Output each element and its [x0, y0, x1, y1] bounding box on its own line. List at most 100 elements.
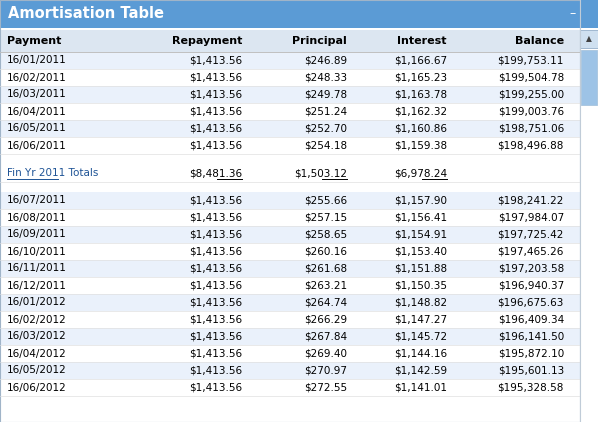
Text: Balance: Balance — [515, 36, 564, 46]
Text: $195,872.10: $195,872.10 — [498, 349, 564, 359]
Bar — [580, 0, 598, 28]
Bar — [0, 69, 580, 86]
Text: $272.55: $272.55 — [304, 382, 347, 392]
Text: 16/11/2011: 16/11/2011 — [7, 263, 67, 273]
Text: $1,413.56: $1,413.56 — [189, 56, 242, 65]
Text: $258.65: $258.65 — [304, 230, 347, 240]
Text: $1,413.56: $1,413.56 — [189, 298, 242, 308]
Text: $1,145.72: $1,145.72 — [394, 332, 447, 341]
Text: $195,328.58: $195,328.58 — [498, 382, 564, 392]
Bar — [0, 396, 580, 422]
Text: $1,413.56: $1,413.56 — [189, 314, 242, 325]
Text: $199,003.76: $199,003.76 — [498, 106, 564, 116]
Bar — [0, 226, 580, 243]
Text: 16/10/2011: 16/10/2011 — [7, 246, 67, 257]
Text: $1,144.16: $1,144.16 — [394, 349, 447, 359]
Bar — [580, 0, 598, 422]
Text: $1,413.56: $1,413.56 — [189, 263, 242, 273]
Text: 16/01/2012: 16/01/2012 — [7, 298, 67, 308]
Text: $1,142.59: $1,142.59 — [394, 365, 447, 376]
Text: $1,413.56: $1,413.56 — [189, 141, 242, 151]
Bar — [0, 164, 580, 182]
Text: –: – — [570, 8, 576, 21]
Text: $270.97: $270.97 — [304, 365, 347, 376]
Text: $196,409.34: $196,409.34 — [498, 314, 564, 325]
Text: $264.74: $264.74 — [304, 298, 347, 308]
Text: $267.84: $267.84 — [304, 332, 347, 341]
Text: 16/05/2011: 16/05/2011 — [7, 124, 67, 133]
Text: $254.18: $254.18 — [304, 141, 347, 151]
Text: $1,147.27: $1,147.27 — [394, 314, 447, 325]
Bar — [0, 0, 598, 28]
Bar — [0, 120, 580, 137]
Text: Payment: Payment — [7, 36, 62, 46]
Text: $198,241.22: $198,241.22 — [498, 195, 564, 206]
Text: $261.68: $261.68 — [304, 263, 347, 273]
Text: $1,141.01: $1,141.01 — [394, 382, 447, 392]
Text: 16/04/2012: 16/04/2012 — [7, 349, 67, 359]
Text: Principal: Principal — [292, 36, 347, 46]
Text: $248.33: $248.33 — [304, 73, 347, 82]
Text: $1,413.56: $1,413.56 — [189, 349, 242, 359]
Text: $1,413.56: $1,413.56 — [189, 246, 242, 257]
Bar — [0, 328, 580, 345]
Text: $255.66: $255.66 — [304, 195, 347, 206]
Text: 16/07/2011: 16/07/2011 — [7, 195, 67, 206]
Text: $266.29: $266.29 — [304, 314, 347, 325]
Text: $246.89: $246.89 — [304, 56, 347, 65]
Text: Interest: Interest — [398, 36, 447, 46]
Text: 16/02/2011: 16/02/2011 — [7, 73, 67, 82]
Bar — [0, 86, 580, 103]
Text: $197,203.58: $197,203.58 — [498, 263, 564, 273]
Text: $1,413.56: $1,413.56 — [189, 106, 242, 116]
Text: 16/09/2011: 16/09/2011 — [7, 230, 67, 240]
Text: $1,159.38: $1,159.38 — [394, 141, 447, 151]
Text: $6,978.24: $6,978.24 — [394, 168, 447, 178]
Bar — [0, 311, 580, 328]
Text: 16/03/2011: 16/03/2011 — [7, 89, 67, 100]
Text: $1,150.35: $1,150.35 — [394, 281, 447, 290]
Bar — [0, 294, 580, 311]
Text: $260.16: $260.16 — [304, 246, 347, 257]
Text: $1,163.78: $1,163.78 — [394, 89, 447, 100]
Text: $1,413.56: $1,413.56 — [189, 281, 242, 290]
Bar — [0, 154, 580, 164]
Text: Amortisation Table: Amortisation Table — [8, 6, 164, 22]
Text: $1,503.12: $1,503.12 — [294, 168, 347, 178]
Text: $1,151.88: $1,151.88 — [394, 263, 447, 273]
Bar — [0, 30, 580, 52]
Text: $1,413.56: $1,413.56 — [189, 213, 242, 222]
Text: 16/08/2011: 16/08/2011 — [7, 213, 67, 222]
Text: 16/05/2012: 16/05/2012 — [7, 365, 67, 376]
Text: 16/12/2011: 16/12/2011 — [7, 281, 67, 290]
Text: $195,601.13: $195,601.13 — [498, 365, 564, 376]
Bar — [0, 362, 580, 379]
Text: $1,413.56: $1,413.56 — [189, 195, 242, 206]
Text: 16/01/2011: 16/01/2011 — [7, 56, 67, 65]
Text: $1,166.67: $1,166.67 — [394, 56, 447, 65]
Bar — [0, 28, 580, 30]
Text: $196,675.63: $196,675.63 — [498, 298, 564, 308]
Bar — [0, 209, 580, 226]
Text: 16/03/2012: 16/03/2012 — [7, 332, 67, 341]
Text: $1,165.23: $1,165.23 — [394, 73, 447, 82]
Text: $1,413.56: $1,413.56 — [189, 382, 242, 392]
Text: $1,413.56: $1,413.56 — [189, 332, 242, 341]
Text: $199,753.11: $199,753.11 — [498, 56, 564, 65]
Text: $1,156.41: $1,156.41 — [394, 213, 447, 222]
Text: $197,984.07: $197,984.07 — [498, 213, 564, 222]
Bar — [0, 192, 580, 209]
Text: $1,148.82: $1,148.82 — [394, 298, 447, 308]
Bar — [0, 277, 580, 294]
Text: 16/06/2011: 16/06/2011 — [7, 141, 67, 151]
Bar — [0, 260, 580, 277]
Text: $251.24: $251.24 — [304, 106, 347, 116]
Text: $197,465.26: $197,465.26 — [498, 246, 564, 257]
Text: $252.70: $252.70 — [304, 124, 347, 133]
Bar — [0, 243, 580, 260]
Bar — [581, 50, 597, 105]
Text: $1,154.91: $1,154.91 — [394, 230, 447, 240]
Text: $263.21: $263.21 — [304, 281, 347, 290]
Text: $197,725.42: $197,725.42 — [498, 230, 564, 240]
Text: $257.15: $257.15 — [304, 213, 347, 222]
